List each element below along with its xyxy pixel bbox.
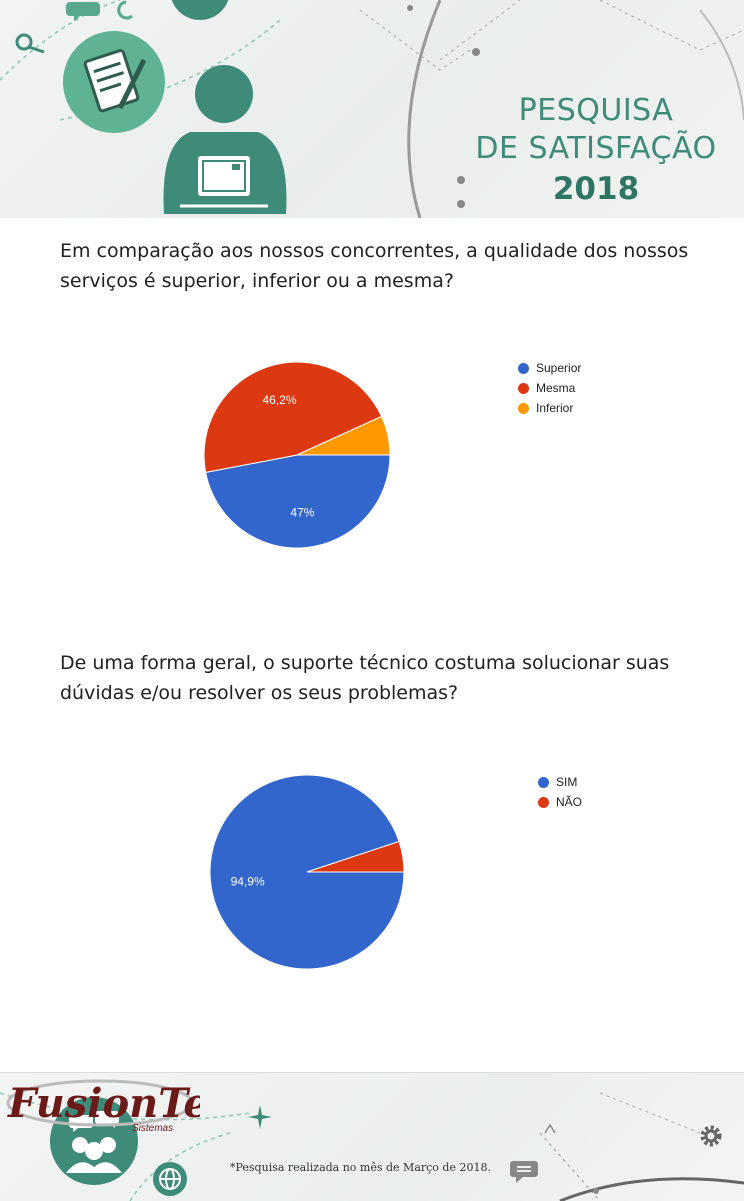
legend-label: SIM bbox=[556, 775, 578, 789]
legend-2: SIM NÃO bbox=[538, 772, 582, 812]
sparkle-icon bbox=[248, 1105, 272, 1129]
legend-swatch bbox=[538, 776, 549, 788]
globe-icon bbox=[153, 1162, 187, 1196]
legend-item-superior: Superior bbox=[518, 358, 581, 378]
legend-swatch bbox=[518, 362, 529, 374]
pie-slice-inferior bbox=[296, 415, 391, 456]
search-icon bbox=[15, 33, 45, 54]
chart-2: 94,9% SIM NÃO bbox=[0, 760, 744, 990]
header-banner: PESQUISA DE SATISFAÇÃO 2018 bbox=[0, 0, 744, 218]
header-decoration bbox=[0, 0, 744, 218]
legend-label: Inferior bbox=[536, 401, 574, 415]
legend-swatch bbox=[518, 382, 529, 394]
legend-swatch bbox=[538, 796, 549, 808]
footnote: *Pesquisa realizada no mês de Março de 2… bbox=[230, 1161, 491, 1174]
gear-icon bbox=[700, 1125, 722, 1147]
legend-swatch bbox=[518, 402, 529, 414]
pie-slice-superior bbox=[205, 454, 391, 549]
page-title-line1: PESQUISA bbox=[518, 93, 674, 128]
legend-item-não: NÃO bbox=[538, 792, 582, 812]
footer-decoration bbox=[0, 1092, 744, 1201]
pie-data-label-mesma: 46,2% bbox=[263, 393, 297, 407]
brand-sub: Sistemas bbox=[132, 1123, 173, 1133]
speech-bubble-icon bbox=[510, 1161, 538, 1183]
legend-label: Mesma bbox=[536, 381, 576, 395]
brand-main: FusionTech bbox=[7, 1080, 200, 1127]
question-1: Em comparação aos nossos concorrentes, a… bbox=[60, 240, 689, 292]
page-title-line2: DE SATISFAÇÃO bbox=[475, 131, 717, 166]
legend-label: NÃO bbox=[556, 795, 583, 809]
pie-data-label-superior: 47% bbox=[290, 505, 314, 519]
legend-item-sim: SIM bbox=[538, 772, 582, 792]
question-2: De uma forma geral, o suporte técnico co… bbox=[60, 652, 670, 704]
legend-item-inferior: Inferior bbox=[518, 398, 581, 418]
chart-1: 47% 46,2% Superior Mesma Inferior bbox=[0, 340, 744, 570]
clipboard-icon bbox=[63, 31, 165, 133]
legend-1: Superior Mesma Inferior bbox=[518, 358, 581, 418]
chat-icon bbox=[66, 0, 133, 21]
pie-slice-não bbox=[306, 840, 405, 873]
page-title-year: 2018 bbox=[552, 171, 640, 207]
title-block: PESQUISA DE SATISFAÇÃO 2018 bbox=[466, 92, 726, 210]
person-laptop-icon bbox=[163, 65, 287, 214]
pie-data-label-sim: 94,9% bbox=[231, 875, 265, 889]
pie-slice-mesma bbox=[203, 361, 383, 474]
pie-chart-2: 94,9% bbox=[209, 774, 405, 970]
pie-chart-1: 47% 46,2% bbox=[203, 361, 391, 549]
legend-item-mesma: Mesma bbox=[518, 378, 581, 398]
fusiontech-logo: FusionTech Sistemas bbox=[6, 1079, 200, 1133]
footer-banner: FusionTech Sistemas *Pesquisa realizada … bbox=[0, 1072, 744, 1201]
legend-label: Superior bbox=[536, 361, 582, 375]
